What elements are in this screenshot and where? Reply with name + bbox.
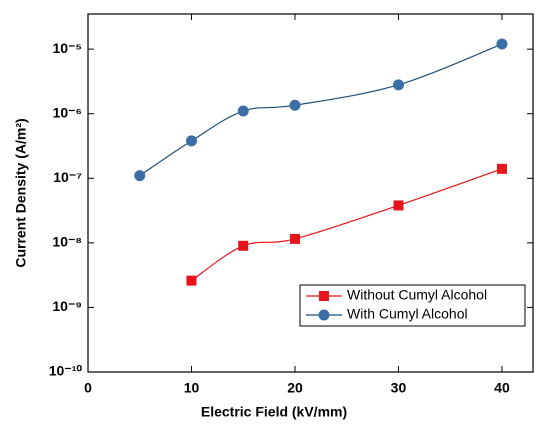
data-point: [393, 200, 404, 211]
series-line: [191, 168, 503, 282]
legend-box: [299, 284, 526, 327]
data-point: [392, 79, 404, 91]
y-tick-label: 10⁻⁵: [52, 40, 82, 56]
data-point: [289, 233, 300, 244]
data-point: [237, 105, 249, 117]
data-point: [238, 240, 249, 251]
x-axis-title: Electric Field (kV/mm): [201, 404, 347, 420]
y-tick-label: 10⁻⁶: [53, 104, 82, 120]
y-tick-label: 10⁻¹⁰: [49, 363, 83, 379]
legend-label: With Cumyl Alcohol: [347, 306, 468, 322]
x-tick-label: 0: [84, 380, 92, 396]
data-point: [134, 170, 146, 182]
data-point: [289, 99, 301, 111]
y-tick-label: 10⁻⁷: [53, 169, 82, 185]
y-tick-label: 10⁻⁹: [52, 298, 82, 314]
legend-label: Without Cumyl Alcohol: [347, 287, 487, 303]
legend-marker: [319, 291, 329, 301]
data-point: [496, 163, 507, 174]
plot-frame: [87, 13, 534, 373]
data-point: [186, 275, 197, 286]
data-point: [185, 135, 197, 147]
series-line: [139, 43, 503, 177]
y-tick-label: 10⁻⁸: [52, 234, 82, 250]
x-tick-label: 20: [287, 380, 303, 396]
x-tick-label: 30: [391, 380, 407, 396]
y-axis-title: Current Density (A/m²): [13, 118, 29, 267]
legend-marker: [318, 309, 330, 321]
data-point: [496, 38, 508, 50]
x-tick-label: 10: [184, 380, 200, 396]
x-tick-label: 40: [494, 380, 510, 396]
